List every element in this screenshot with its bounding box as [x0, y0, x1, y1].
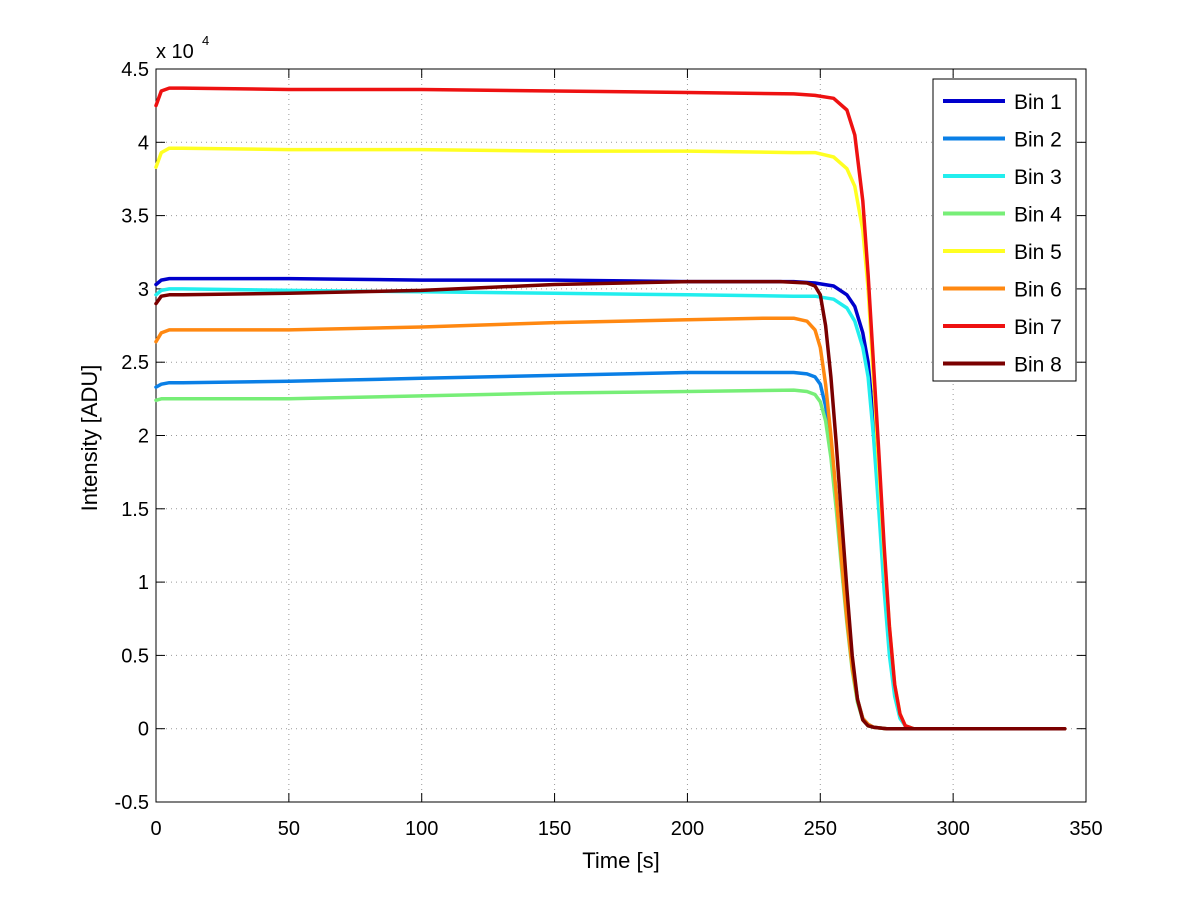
legend-label: Bin 2 — [1014, 129, 1062, 152]
legend-label: Bin 6 — [1014, 279, 1062, 302]
x-tick-label: 0 — [150, 818, 161, 840]
y-multiplier: x 10 4 — [156, 33, 209, 63]
legend-label: Bin 4 — [1014, 204, 1062, 227]
x-tick-label: 200 — [671, 818, 704, 840]
legend: Bin 1 Bin 2 Bin 3 Bin 4 Bin 5 Bin 6 Bin 7 Bin 8 — [932, 78, 1077, 382]
y-tick-label: 3.5 — [121, 206, 149, 228]
legend-label: Bin 8 — [1014, 354, 1062, 377]
y-tick-label: 4.5 — [121, 59, 149, 81]
y-tick-label: 4 — [138, 132, 149, 154]
y-tick-label: 1.5 — [121, 499, 149, 521]
y-tick-label: 2 — [138, 426, 149, 448]
y-tick-label: 3 — [138, 279, 149, 301]
series-line-bin-8 — [154, 279, 1067, 731]
series-line-bin-7 — [154, 86, 1067, 731]
series-line-bin-3 — [154, 287, 1067, 731]
y-multiplier-base: x 10 — [156, 41, 194, 63]
y-tick-label: 1 — [138, 572, 149, 594]
y-axis-label: Intensity [ADU] — [77, 365, 102, 512]
x-tick-label: 300 — [936, 818, 969, 840]
legend-label: Bin 7 — [1014, 316, 1062, 339]
y-tick-label: 0.5 — [121, 645, 149, 667]
legend-label: Bin 1 — [1014, 91, 1062, 114]
axis-ticks: 0 50 100 150 200 250 300 350-0.500.511.522.533.… — [115, 59, 1103, 840]
legend-label: Bin 5 — [1014, 241, 1062, 264]
y-tick-label: 0 — [138, 719, 149, 741]
x-tick-label: 250 — [804, 818, 837, 840]
x-tick-label: 150 — [538, 818, 571, 840]
y-multiplier-exponent: 4 — [202, 33, 209, 48]
x-tick-label: 50 — [278, 818, 300, 840]
legend-label: Bin 3 — [1014, 166, 1062, 189]
y-tick-label: 2.5 — [121, 352, 149, 374]
y-tick-label: -0.5 — [115, 792, 149, 814]
x-axis-label: Time [s] — [582, 848, 659, 873]
x-tick-label: 100 — [405, 818, 438, 840]
legend-box — [932, 78, 1077, 382]
series-lines — [154, 86, 1067, 731]
x-tick-label: 350 — [1069, 818, 1102, 840]
